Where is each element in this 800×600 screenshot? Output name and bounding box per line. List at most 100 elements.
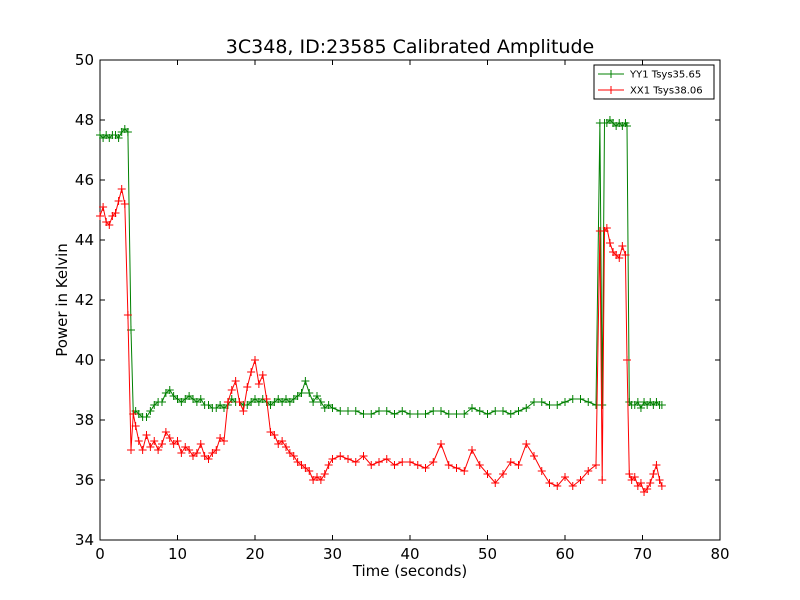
data-point-xx1 xyxy=(545,479,554,487)
data-point-xx1 xyxy=(204,455,213,463)
data-point-xx1 xyxy=(390,461,399,469)
data-point-yy1 xyxy=(351,407,360,415)
x-tick-label: 20 xyxy=(245,545,264,563)
x-tick-label: 60 xyxy=(555,545,574,563)
series-layer xyxy=(96,116,666,496)
data-point-yy1 xyxy=(123,128,132,136)
data-point-xx1 xyxy=(251,356,259,364)
data-point-xx1 xyxy=(239,407,248,415)
data-point-xx1 xyxy=(522,440,531,448)
data-point-yy1 xyxy=(636,404,645,412)
data-point-yy1 xyxy=(437,407,445,415)
legend-entry-xx1: XX1 Tsys38.06 xyxy=(598,86,703,97)
data-point-yy1 xyxy=(421,410,430,418)
data-point-xx1 xyxy=(185,446,194,454)
data-point-yy1 xyxy=(460,410,469,418)
y-tick-label: 50 xyxy=(75,51,94,69)
data-point-xx1 xyxy=(150,437,159,445)
data-point-yy1 xyxy=(452,410,461,418)
data-point-yy1 xyxy=(336,407,345,415)
data-point-xx1 xyxy=(127,446,135,454)
legend-label-yy1: YY1 Tsys35.65 xyxy=(629,70,701,81)
data-point-yy1 xyxy=(553,401,562,409)
data-point-xx1 xyxy=(625,470,634,478)
data-point-xx1 xyxy=(382,455,391,463)
x-tick-label: 40 xyxy=(400,545,419,563)
data-point-yy1 xyxy=(297,389,306,397)
data-point-xx1 xyxy=(437,440,445,448)
data-point-xx1 xyxy=(491,479,500,487)
data-point-xx1 xyxy=(105,221,114,229)
data-point-xx1 xyxy=(621,251,630,259)
data-point-xx1 xyxy=(212,446,221,454)
data-point-yy1 xyxy=(359,410,368,418)
data-point-xx1 xyxy=(398,458,407,466)
data-point-yy1 xyxy=(406,410,414,418)
data-point-yy1 xyxy=(491,407,500,415)
data-point-xx1 xyxy=(530,452,538,460)
data-point-xx1 xyxy=(227,386,236,394)
data-point-xx1 xyxy=(138,446,147,454)
data-point-xx1 xyxy=(324,461,333,469)
data-point-xx1 xyxy=(114,197,123,205)
y-tick-label: 48 xyxy=(75,111,94,129)
data-point-xx1 xyxy=(131,422,140,430)
data-point-yy1 xyxy=(568,395,577,403)
data-point-xx1 xyxy=(111,209,120,217)
data-point-xx1 xyxy=(320,470,329,478)
data-point-xx1 xyxy=(158,440,166,448)
data-point-xx1 xyxy=(161,428,170,436)
data-point-xx1 xyxy=(514,461,523,469)
x-tick-label: 80 xyxy=(710,545,729,563)
y-tick-label: 36 xyxy=(75,471,94,489)
data-point-xx1 xyxy=(258,371,267,379)
data-point-xx1 xyxy=(602,224,611,232)
data-point-xx1 xyxy=(231,377,240,385)
data-point-yy1 xyxy=(475,407,484,415)
data-point-xx1 xyxy=(359,452,368,460)
data-point-xx1 xyxy=(506,458,515,466)
data-point-yy1 xyxy=(468,404,476,412)
data-point-xx1 xyxy=(351,458,360,466)
series-xx1 xyxy=(96,185,666,496)
data-point-xx1 xyxy=(605,239,614,247)
x-tick-label: 0 xyxy=(95,545,105,563)
legend-box xyxy=(593,64,715,100)
data-point-xx1 xyxy=(289,452,298,460)
data-point-yy1 xyxy=(576,395,585,403)
data-point-xx1 xyxy=(576,476,585,484)
data-point-xx1 xyxy=(475,461,484,469)
data-point-xx1 xyxy=(328,455,337,463)
data-point-xx1 xyxy=(173,437,182,445)
data-point-yy1 xyxy=(196,395,205,403)
data-point-xx1 xyxy=(262,395,271,403)
data-point-yy1 xyxy=(309,398,318,406)
data-point-xx1 xyxy=(452,464,461,472)
data-point-xx1 xyxy=(99,203,108,211)
y-axis-ticks: 34 36 38 40 42 44 46 48 50 xyxy=(75,51,720,549)
data-point-yy1 xyxy=(305,389,314,397)
data-point-xx1 xyxy=(584,467,593,475)
data-point-yy1 xyxy=(657,401,666,409)
chart-title: 3C348, ID:23585 Calibrated Amplitude xyxy=(226,36,594,58)
data-point-yy1 xyxy=(328,404,337,412)
data-point-xx1 xyxy=(146,443,155,451)
data-point-xx1 xyxy=(413,461,422,469)
data-point-xx1 xyxy=(483,470,492,478)
data-point-xx1 xyxy=(117,185,126,193)
data-point-xx1 xyxy=(177,449,186,457)
data-point-yy1 xyxy=(537,398,546,406)
data-point-yy1 xyxy=(313,392,321,400)
data-point-xx1 xyxy=(235,398,244,406)
data-point-xx1 xyxy=(316,476,325,484)
data-point-xx1 xyxy=(129,410,138,418)
y-tick-label: 40 xyxy=(75,351,94,369)
data-point-xx1 xyxy=(154,446,163,454)
plot-area: 0 10 20 30 40 50 60 70 80 34 36 38 40 42 44 46 48 50 xyxy=(75,51,730,563)
data-point-yy1 xyxy=(301,377,310,385)
data-point-xx1 xyxy=(537,467,546,475)
data-point-yy1 xyxy=(506,410,515,418)
data-point-yy1 xyxy=(561,398,569,406)
data-point-xx1 xyxy=(652,461,661,469)
